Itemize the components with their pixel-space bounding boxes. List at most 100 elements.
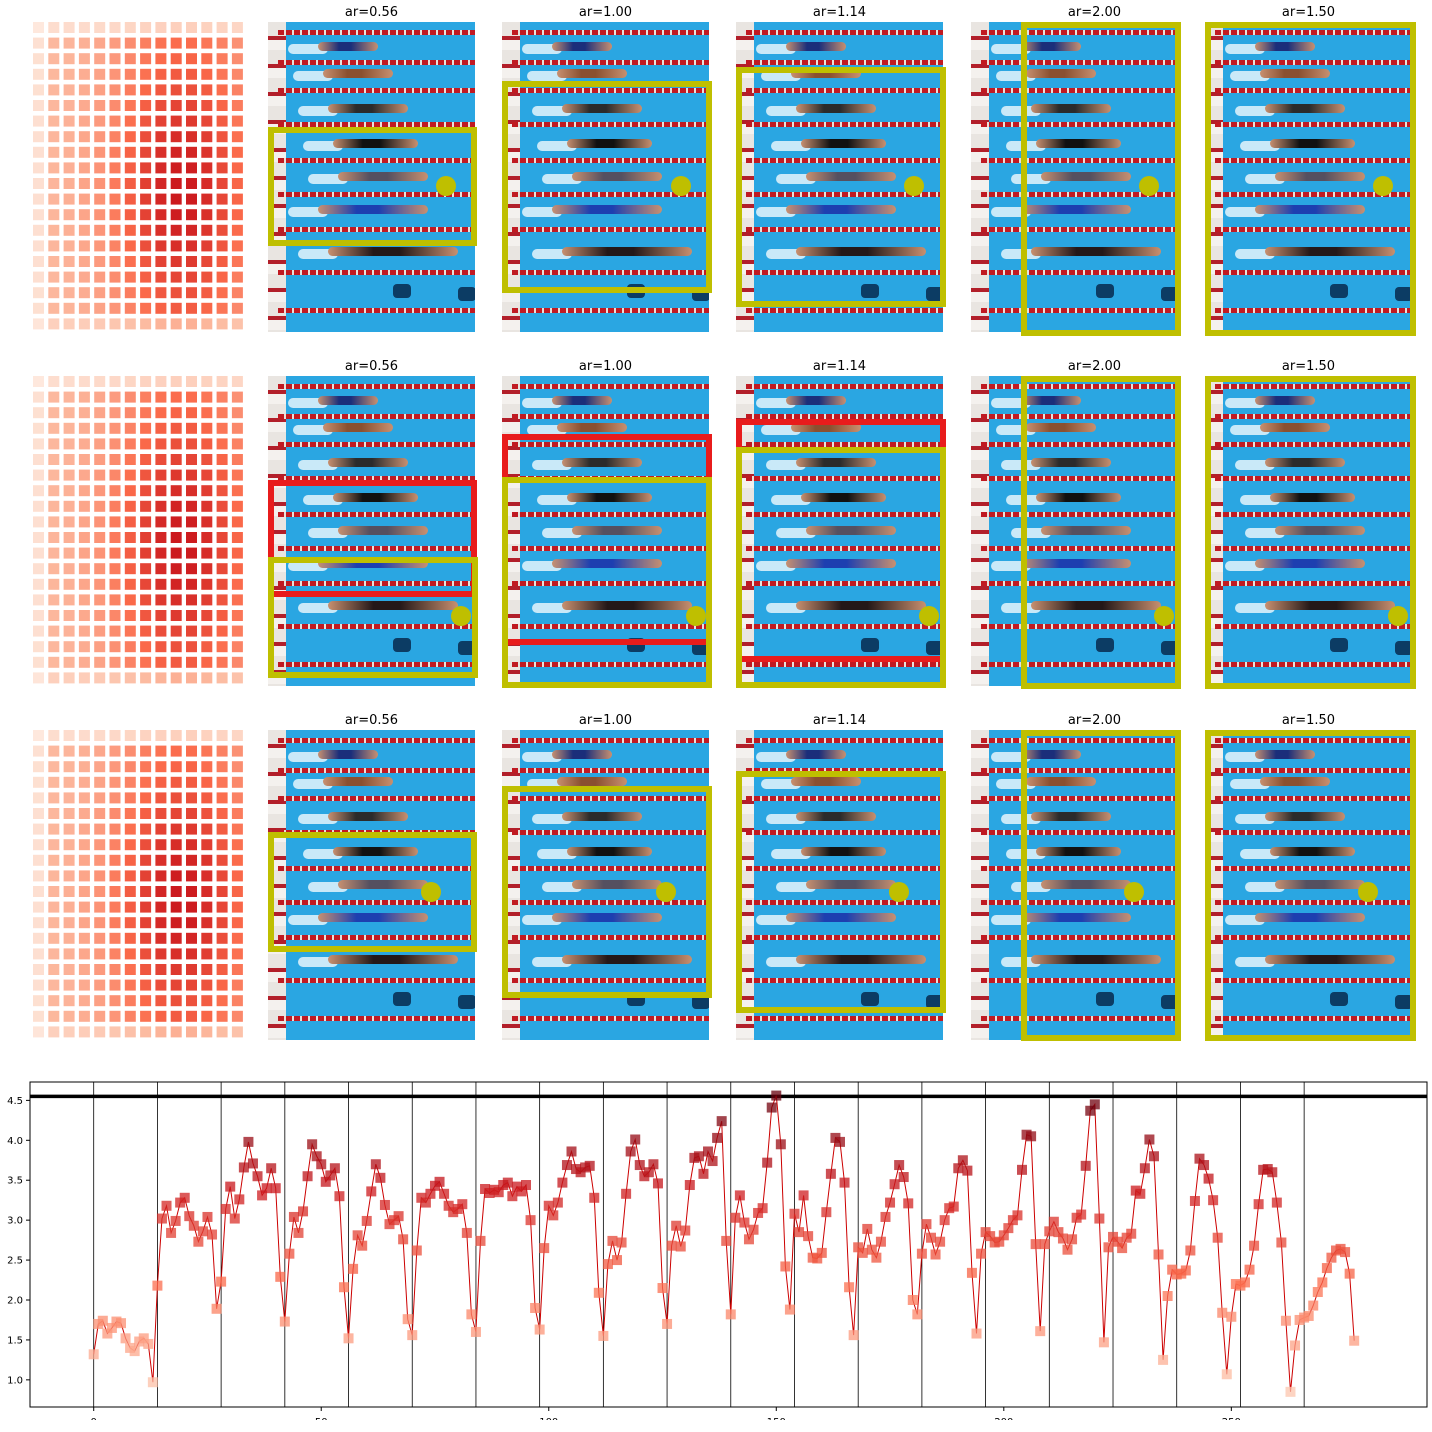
lane-rope xyxy=(746,1016,943,1021)
heatmap-cell xyxy=(109,162,121,174)
heatmap-cell xyxy=(48,932,60,944)
water-splash xyxy=(532,814,572,824)
water-splash xyxy=(996,779,1036,789)
heatmap-cell xyxy=(140,792,152,804)
data-point xyxy=(780,1261,791,1272)
heatmap-cell xyxy=(216,287,228,299)
water-splash xyxy=(991,44,1031,54)
heatmap-cell xyxy=(109,672,121,684)
lane-rope xyxy=(981,414,1178,419)
heatmap-cell xyxy=(109,823,121,835)
y-tick-label: 4.5 xyxy=(7,1096,23,1107)
heatmap-cell xyxy=(78,761,90,773)
swimmer xyxy=(801,847,886,856)
data-point xyxy=(379,1199,390,1210)
focus-point xyxy=(671,176,691,196)
heatmap-cell xyxy=(231,302,243,314)
heatmap-cell xyxy=(186,610,197,621)
heatmap-cell xyxy=(170,870,182,882)
lane-rope xyxy=(981,900,1178,905)
heatmap-cell xyxy=(33,594,44,606)
data-point xyxy=(775,1139,786,1150)
data-point xyxy=(298,1206,309,1217)
swimmer xyxy=(557,69,627,78)
panel-title: ar=1.50 xyxy=(1281,5,1336,20)
data-point xyxy=(325,1170,336,1181)
heatmap-cell xyxy=(201,870,213,882)
swimmer xyxy=(567,139,652,148)
data-point xyxy=(238,1162,249,1173)
lane-rope xyxy=(512,738,709,743)
heatmap-cell xyxy=(94,563,106,575)
data-point xyxy=(889,1179,900,1190)
focus-point xyxy=(1358,882,1378,902)
data-point xyxy=(903,1198,914,1209)
heatmap-cell xyxy=(33,886,44,897)
data-point xyxy=(875,1236,886,1247)
heatmap-cell xyxy=(186,578,197,590)
heatmap-cell xyxy=(124,422,136,434)
crop-panel xyxy=(971,376,1178,686)
data-point xyxy=(789,1208,800,1219)
heatmap-cell xyxy=(140,656,152,668)
lane-rope xyxy=(746,270,943,275)
heatmap-cell xyxy=(216,422,228,434)
lane-rope xyxy=(278,442,475,447)
heatmap-cell xyxy=(63,854,75,866)
pool-shadow xyxy=(1161,995,1178,1009)
data-point xyxy=(1103,1242,1114,1253)
heatmap-cell xyxy=(33,563,44,575)
swimmer xyxy=(562,247,692,256)
heatmap-cell xyxy=(201,68,213,80)
data-point xyxy=(1308,1300,1319,1311)
water-splash xyxy=(308,882,348,892)
heatmap-cell xyxy=(33,948,44,960)
swimmer xyxy=(328,247,458,256)
crop-panel xyxy=(502,22,709,332)
data-point xyxy=(602,1259,613,1270)
heatmap-cell xyxy=(48,995,60,1007)
heatmap-cell xyxy=(109,948,121,960)
swimmer xyxy=(338,172,428,181)
heatmap-cell xyxy=(186,792,197,804)
lane-rope xyxy=(746,227,943,232)
heatmap-cell xyxy=(231,964,243,975)
heatmap-cell xyxy=(78,376,90,387)
data-point xyxy=(247,1158,258,1169)
heatmap-cell xyxy=(124,438,136,450)
data-point xyxy=(630,1134,641,1145)
heatmap-cell xyxy=(33,224,44,236)
lane-rope xyxy=(746,384,943,389)
heatmap-cell xyxy=(140,745,152,757)
data-point xyxy=(97,1315,108,1326)
data-point xyxy=(684,1180,695,1191)
data-point xyxy=(393,1211,404,1222)
heatmap-cell xyxy=(201,287,213,299)
data-point xyxy=(530,1302,541,1313)
heatmap-cell xyxy=(109,318,121,330)
heatmap-cell xyxy=(170,162,182,174)
heatmap-cell xyxy=(63,287,75,299)
heatmap-cell xyxy=(33,438,44,450)
heatmap-cell xyxy=(140,730,152,741)
heatmap-cell xyxy=(201,964,213,975)
heatmap-cell xyxy=(186,115,197,127)
lane-rope xyxy=(278,768,475,773)
heatmap-cell xyxy=(201,745,213,757)
data-point xyxy=(935,1236,946,1247)
water-splash xyxy=(303,495,343,505)
lane-rope xyxy=(981,796,1178,801)
lane-rope xyxy=(746,122,943,127)
pool-shadow xyxy=(1395,995,1412,1009)
data-point xyxy=(1144,1134,1155,1145)
heatmap-cell xyxy=(109,302,121,314)
heatmap-cell xyxy=(94,68,106,80)
heatmap-cell xyxy=(33,901,44,913)
lane-rope xyxy=(1215,227,1412,232)
heatmap-cell xyxy=(63,391,75,403)
heatmap-cell xyxy=(216,224,228,236)
heatmap-cell xyxy=(124,407,136,419)
lane-rope xyxy=(981,270,1178,275)
heatmap-cell xyxy=(201,53,213,65)
heatmap-cell xyxy=(216,469,228,481)
